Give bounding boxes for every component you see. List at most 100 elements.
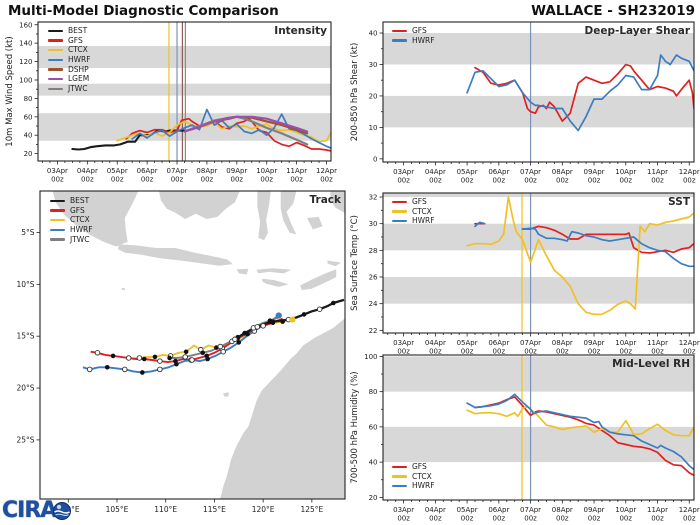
svg-text:00z: 00z: [461, 177, 474, 185]
legend-label: LGEM: [68, 74, 90, 84]
svg-text:03Apr: 03Apr: [393, 506, 414, 514]
svg-text:03Apr: 03Apr: [47, 167, 68, 175]
svg-text:00z: 00z: [651, 348, 664, 356]
svg-text:12Apr: 12Apr: [316, 167, 337, 175]
legend-swatch-ctcx: [392, 475, 407, 478]
cira-logo-text: CIRA: [2, 498, 57, 523]
legend-entry-ctcx: CTCX: [392, 473, 435, 481]
panel-label-sst: SST: [668, 196, 690, 208]
svg-text:09Apr: 09Apr: [226, 167, 247, 175]
legend-entry-hwrf: HWRF: [392, 482, 435, 490]
svg-text:00z: 00z: [556, 348, 569, 356]
svg-text:160: 160: [19, 21, 32, 29]
legend-swatch-hwrf: [48, 58, 63, 62]
panel-label-intensity: Intensity: [274, 25, 327, 37]
svg-text:80: 80: [24, 95, 33, 103]
svg-text:105°E: 105°E: [106, 505, 129, 514]
legend-entry-lgem: LGEM: [48, 75, 91, 83]
legend-swatch-best: [48, 29, 63, 32]
svg-text:10Apr: 10Apr: [615, 339, 636, 347]
legend-entry-gfs: GFS: [392, 198, 435, 206]
legend-sst: GFS CTCX HWRF: [392, 198, 435, 225]
svg-text:09Apr: 09Apr: [584, 339, 605, 347]
svg-text:04Apr: 04Apr: [425, 339, 446, 347]
svg-text:06Apr: 06Apr: [488, 339, 509, 347]
legend-track: BEST GFS CTCX HWRF JTWC: [50, 197, 93, 243]
legend-label: CTCX: [412, 471, 432, 481]
panel-label-rh: Mid-Level RH: [612, 358, 690, 370]
svg-text:10Apr: 10Apr: [615, 506, 636, 514]
panel-label-track: Track: [309, 194, 341, 206]
svg-text:00z: 00z: [429, 348, 442, 356]
svg-text:07Apr: 07Apr: [167, 167, 188, 175]
svg-text:24: 24: [369, 300, 378, 308]
svg-text:04Apr: 04Apr: [425, 168, 446, 176]
legend-swatch-hwrf: [392, 219, 407, 223]
svg-text:12Apr: 12Apr: [679, 339, 700, 347]
svg-text:00z: 00z: [260, 176, 273, 184]
svg-text:00z: 00z: [201, 176, 214, 184]
legend-label: GFS: [68, 35, 83, 45]
legend-swatch-gfs: [48, 39, 63, 42]
svg-text:00z: 00z: [588, 515, 601, 523]
svg-text:700-500 hPa Humidity (%): 700-500 hPa Humidity (%): [350, 371, 360, 483]
legend-entry-best: BEST: [50, 197, 93, 205]
svg-text:00z: 00z: [683, 348, 696, 356]
svg-text:05Apr: 05Apr: [457, 339, 478, 347]
svg-text:125°E: 125°E: [300, 505, 323, 514]
svg-text:00z: 00z: [290, 176, 303, 184]
legend-shear: GFS HWRF: [392, 27, 435, 44]
legend-entry-gfs: GFS: [48, 37, 91, 45]
legend-label: JTWC: [70, 234, 90, 244]
legend-swatch-ctcx: [48, 48, 63, 52]
legend-swatch-lgem: [48, 77, 63, 81]
legend-label: CTCX: [68, 45, 88, 55]
svg-text:100: 100: [364, 353, 377, 361]
legend-swatch-gfs: [392, 29, 407, 32]
legend-entry-gfs: GFS: [50, 207, 93, 215]
svg-text:10m Max Wind Speed (kt): 10m Max Wind Speed (kt): [5, 36, 15, 146]
legend-entry-hwrf: HWRF: [392, 217, 435, 225]
svg-text:09Apr: 09Apr: [584, 168, 605, 176]
legend-label: CTCX: [70, 215, 90, 225]
legend-rh: GFS CTCX HWRF: [392, 463, 435, 490]
svg-text:40: 40: [369, 30, 378, 38]
svg-text:00z: 00z: [429, 177, 442, 185]
svg-text:140: 140: [19, 40, 32, 48]
svg-text:30: 30: [369, 220, 378, 228]
legend-entry-ctcx: CTCX: [392, 208, 435, 216]
svg-text:100: 100: [19, 76, 32, 84]
svg-text:40: 40: [24, 132, 33, 140]
svg-text:00z: 00z: [524, 515, 537, 523]
svg-text:07Apr: 07Apr: [520, 506, 541, 514]
legend-label: GFS: [412, 197, 427, 206]
svg-text:00z: 00z: [397, 348, 410, 356]
svg-text:26: 26: [369, 274, 378, 282]
legend-swatch-best: [50, 199, 65, 202]
svg-text:00z: 00z: [683, 515, 696, 523]
legend-label: CTCX: [412, 206, 432, 216]
legend-entry-jtwc: JTWC: [50, 236, 93, 244]
svg-text:00z: 00z: [493, 515, 506, 523]
svg-text:00z: 00z: [588, 348, 601, 356]
svg-text:12Apr: 12Apr: [679, 168, 700, 176]
legend-swatch-dshp: [48, 68, 63, 71]
legend-entry-hwrf: HWRF: [392, 37, 435, 45]
svg-text:00z: 00z: [111, 176, 124, 184]
svg-text:200-850 hPa Shear (kt): 200-850 hPa Shear (kt): [350, 43, 360, 142]
svg-text:06Apr: 06Apr: [137, 167, 158, 175]
legend-label: HWRF: [412, 35, 435, 45]
svg-text:10Apr: 10Apr: [256, 167, 277, 175]
page-title: Multi-Model Diagnostic Comparison: [8, 3, 279, 19]
svg-text:10: 10: [369, 124, 378, 132]
svg-text:Sea Surface Temp (°C): Sea Surface Temp (°C): [350, 215, 360, 311]
legend-swatch-ctcx: [392, 210, 407, 213]
svg-text:20: 20: [369, 494, 378, 502]
svg-text:08Apr: 08Apr: [552, 168, 573, 176]
legend-label: BEST: [70, 196, 90, 205]
svg-text:40: 40: [369, 459, 378, 467]
svg-text:06Apr: 06Apr: [488, 168, 509, 176]
cira-logo: CIRA: [2, 498, 72, 523]
svg-text:00z: 00z: [588, 177, 601, 185]
svg-text:00z: 00z: [619, 177, 632, 185]
